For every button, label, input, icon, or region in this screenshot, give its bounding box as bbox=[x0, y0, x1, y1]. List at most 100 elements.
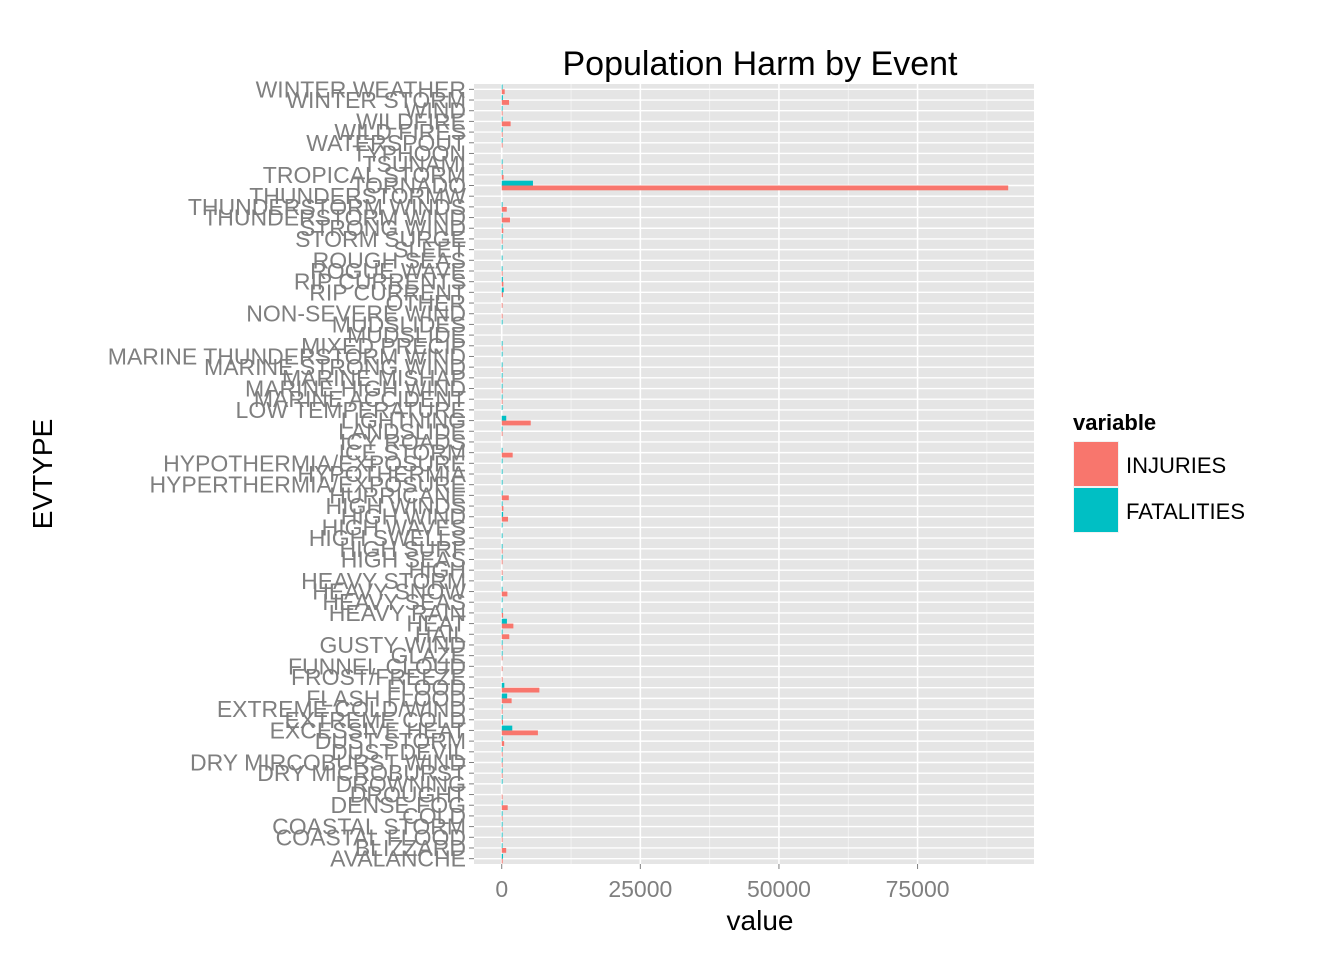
y-tick-label: ICY ROADS bbox=[340, 429, 466, 455]
bar-fatalities bbox=[501, 415, 507, 421]
bar-fatalities bbox=[501, 576, 503, 581]
bar-fatalities bbox=[501, 469, 503, 474]
bar-fatalities bbox=[501, 362, 503, 368]
y-tick-label: THUNDERSTORM WIND bbox=[203, 205, 466, 231]
y-tick-label: HIGH SURF bbox=[340, 536, 467, 562]
bar-injuries bbox=[501, 132, 503, 137]
y-tick-label: TORNADO bbox=[351, 173, 466, 199]
bar-fatalities bbox=[501, 394, 503, 400]
bar-fatalities bbox=[501, 223, 503, 229]
y-tick-label: FUNNEL CLOUD bbox=[288, 653, 466, 679]
legend-swatch-fatalities bbox=[1074, 488, 1118, 532]
y-tick-label: HEAT bbox=[406, 611, 466, 637]
bar-injuries bbox=[501, 655, 503, 661]
bar-injuries bbox=[501, 751, 503, 757]
bar-injuries bbox=[501, 228, 504, 234]
bar-fatalities bbox=[501, 650, 503, 656]
bar-fatalities bbox=[501, 533, 503, 539]
bar-fatalities bbox=[501, 287, 504, 293]
y-tick-label: DRY MICROBURST bbox=[257, 760, 466, 786]
bar-fatalities bbox=[501, 800, 503, 806]
bar-fatalities bbox=[501, 276, 503, 282]
bar-injuries bbox=[501, 516, 509, 522]
legend-label-injuries: INJURIES bbox=[1126, 453, 1226, 478]
bar-fatalities bbox=[501, 234, 503, 239]
bar-injuries bbox=[501, 281, 504, 287]
bar-injuries bbox=[501, 687, 540, 693]
bar-injuries bbox=[501, 89, 505, 95]
y-tick-label: WILD FIRES bbox=[334, 119, 466, 145]
bar-injuries bbox=[501, 741, 505, 746]
y-tick-label: GUSTY WIND bbox=[319, 632, 466, 658]
bar-fatalities bbox=[501, 522, 503, 528]
y-tick-label: HAIL bbox=[415, 621, 466, 647]
bar-injuries bbox=[501, 847, 507, 853]
y-tick-label: GLAZE bbox=[391, 643, 466, 669]
y-tick-label: HURRICANE bbox=[329, 482, 466, 508]
bar-injuries bbox=[501, 837, 503, 843]
y-tick-label: TYPHOON bbox=[352, 140, 466, 166]
y-tick-label: LOW TEMPERATURE bbox=[236, 397, 466, 423]
bar-fatalities bbox=[501, 116, 503, 122]
y-tick-label: DENSE FOG bbox=[331, 792, 466, 818]
bar-fatalities bbox=[501, 212, 503, 218]
y-tick-label: EXTREME COLD bbox=[285, 707, 466, 733]
bar-injuries bbox=[501, 709, 503, 714]
bar-injuries bbox=[501, 666, 503, 672]
bar-injuries bbox=[501, 591, 508, 597]
y-tick-label: COASTAL STORM bbox=[272, 814, 466, 840]
bar-fatalities bbox=[501, 340, 503, 346]
bar-injuries bbox=[501, 570, 503, 575]
bar-fatalities bbox=[501, 704, 503, 710]
y-tick-label: HIGH WIND bbox=[341, 504, 466, 530]
bar-fatalities bbox=[501, 159, 503, 165]
bar-fatalities bbox=[501, 811, 503, 816]
y-tick-label: SLEET bbox=[393, 237, 466, 263]
y-tick-label: MARINE HIGH WIND bbox=[245, 376, 466, 402]
bar-injuries bbox=[501, 217, 510, 223]
legend-swatch-injuries bbox=[1074, 442, 1118, 486]
bar-fatalities bbox=[501, 266, 503, 271]
bar-injuries bbox=[501, 612, 504, 618]
y-tick-label: RIP CURRENTS bbox=[294, 269, 466, 295]
bar-injuries bbox=[501, 826, 503, 832]
bar-injuries bbox=[501, 292, 504, 298]
bar-injuries bbox=[501, 805, 508, 811]
y-tick-label: HIGH bbox=[409, 557, 467, 583]
bar-fatalities bbox=[501, 405, 503, 410]
bar-fatalities bbox=[501, 554, 503, 560]
y-tick-label: TSUNAMI bbox=[363, 151, 467, 177]
bar-injuries bbox=[501, 495, 509, 501]
bar-fatalities bbox=[501, 757, 503, 763]
y-tick-label: OTHER bbox=[386, 290, 467, 316]
y-tick-label: MARINE ACCIDENT bbox=[254, 386, 466, 412]
y-tick-label: DRY MIRCOBURST WIND bbox=[190, 749, 466, 775]
y-tick-label: FROST/FREEZE bbox=[291, 664, 466, 690]
bar-injuries bbox=[501, 367, 503, 372]
y-tick-label: DUST STORM bbox=[315, 728, 466, 754]
bar-injuries bbox=[501, 858, 503, 864]
x-axis-label: value bbox=[727, 905, 794, 936]
y-tick-label: NON-SEVERE WIND bbox=[246, 301, 466, 327]
bar-injuries bbox=[501, 174, 504, 180]
bar-fatalities bbox=[501, 319, 503, 325]
x-tick-label: 0 bbox=[495, 876, 508, 902]
y-tick-label: LANDSLIDE bbox=[338, 418, 466, 444]
bar-fatalities bbox=[501, 255, 503, 261]
bar-injuries bbox=[501, 377, 503, 383]
bar-injuries bbox=[501, 644, 503, 650]
bar-injuries bbox=[501, 677, 503, 682]
bar-fatalities bbox=[501, 180, 533, 186]
y-tick-label: EXCESSIVE HEAT bbox=[270, 717, 466, 743]
y-tick-label: MARINE STRONG WIND bbox=[204, 354, 466, 380]
y-tick-label: HIGH SWELLS bbox=[309, 525, 466, 551]
y-tick-label: HIGH SEAS bbox=[341, 546, 466, 572]
y-tick-label: HIGH WAVES bbox=[322, 514, 466, 540]
y-tick-label: MUDSLIDE bbox=[347, 322, 466, 348]
bar-injuries bbox=[501, 634, 510, 640]
y-tick-label: COASTAL FLOOD bbox=[276, 824, 466, 850]
y-tick-label: HYPOTHERMIA bbox=[297, 461, 466, 487]
bar-fatalities bbox=[501, 693, 508, 699]
y-tick-label: HYPERTHERMIA/EXPOSURE bbox=[149, 472, 466, 498]
